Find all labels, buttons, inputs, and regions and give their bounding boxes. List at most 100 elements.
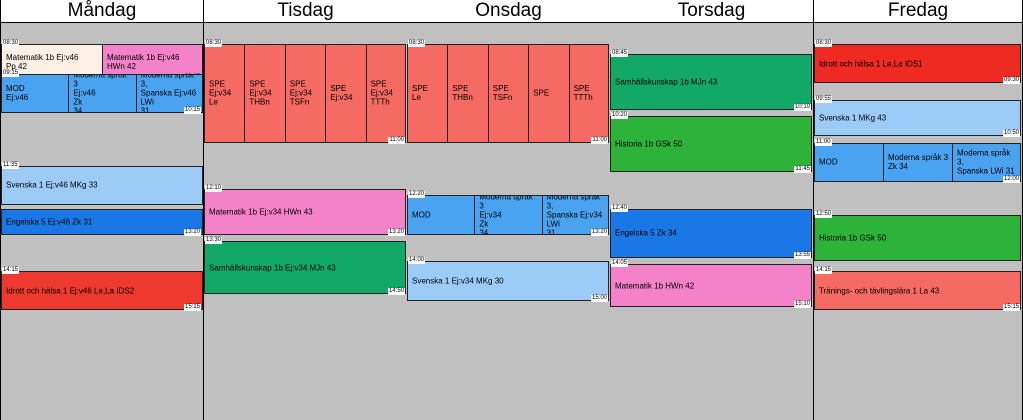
- lesson-text: MOD: [412, 210, 431, 220]
- lesson-text: Engelska 5 Zk 34: [615, 228, 677, 238]
- lesson-block[interactable]: MOD: [407, 195, 476, 235]
- end-time-label: 10:10: [793, 103, 811, 111]
- start-time-label: 08:30: [2, 40, 20, 47]
- end-time-label: 14:50: [387, 288, 405, 296]
- lesson-block[interactable]: Matematik 1b HWn 42: [610, 264, 812, 308]
- start-time-label: 14:05: [611, 260, 629, 268]
- start-time-label: 12:50: [815, 211, 833, 219]
- lesson-text: Moderna språk 3, Spanska Ej:v34 LWi 31: [546, 195, 603, 235]
- start-time-label: 08:45: [611, 49, 629, 57]
- lesson-text: Engelska 5 Ej:v46 Zk 31: [6, 217, 93, 227]
- end-time-label: 11:45: [794, 166, 811, 174]
- lesson-block[interactable]: SPE Ej:v34 TTTh: [365, 44, 406, 143]
- lesson-text: SPE TSFn: [492, 84, 513, 103]
- lesson-block[interactable]: SPE Ej:v34 Le: [204, 44, 246, 143]
- lesson-text: Samhällskunskap 1b MJn 43: [615, 77, 718, 87]
- lesson-block[interactable]: Svenska 1 MKg 43: [814, 99, 1021, 137]
- start-time-label: 08:30: [815, 40, 833, 47]
- day-column-torsdag: Torsdag Samhällskunskap 1b MJn 43 08:45 10:…: [610, 0, 814, 420]
- end-time-label: 09:30: [1002, 77, 1020, 85]
- end-time-label: 10:15: [183, 107, 201, 115]
- lesson-block[interactable]: Historia 1b GSk 50: [610, 116, 812, 173]
- end-time-label: 15:00: [590, 294, 608, 302]
- lesson-block[interactable]: SPE Ej:v34: [325, 44, 367, 143]
- lesson-block[interactable]: Moderna språk 3, Spanska LWi 31: [952, 142, 1021, 183]
- end-time-label: 12:00: [1002, 176, 1020, 184]
- lesson-block[interactable]: Moderna språk 3 Ej:v46 Zk 34: [68, 73, 137, 114]
- end-time-label: 13:55: [793, 251, 811, 259]
- lesson-text: Historia 1b GSk 50: [615, 139, 683, 149]
- lesson-block[interactable]: Engelska 5 Ej:v46 Zk 31: [1, 208, 203, 235]
- lesson-text: Svenska 1 Ej:v46 MKg 33: [6, 180, 98, 190]
- lesson-text: Matematik 1b Ej:v46 Pp 42: [6, 53, 79, 72]
- lesson-block[interactable]: Moderna språk 3, Spanska Ej:v34 LWi 31: [541, 195, 609, 235]
- lesson-block[interactable]: SPE THBn: [447, 44, 489, 143]
- lesson-block[interactable]: Tränings- och tävlingslära 1 La 43: [814, 271, 1021, 311]
- lesson-text: SPE THBn: [452, 84, 473, 103]
- lesson-block[interactable]: Moderna språk 3 Ej:v34 Zk 34: [474, 195, 543, 235]
- lesson-block[interactable]: Idrott och hälsa 1 Ej:v46 Le,La IDS2: [1, 271, 203, 311]
- lesson-text: Idrott och hälsa 1 Le,La IDS1: [819, 59, 923, 69]
- lesson-block[interactable]: SPE Ej:v34 THBn: [244, 44, 286, 143]
- end-time-label: 13:20: [183, 228, 201, 236]
- lesson-block[interactable]: Moderna språk 3, Spanska Ej:v46 LWi 31: [135, 73, 203, 114]
- day-header: Måndag: [1, 0, 203, 23]
- lesson-block[interactable]: Samhällskunskap 1b Ej:v34 MJn 43: [204, 241, 406, 295]
- lesson-block[interactable]: SPE: [528, 44, 570, 143]
- day-header: Onsdag: [407, 0, 610, 23]
- lesson-text: SPE Ej:v34 THBn: [249, 79, 272, 107]
- start-time-label: 12:40: [611, 204, 629, 212]
- end-time-label: 11:00: [388, 136, 405, 144]
- day-column-tisdag: Tisdag SPE Ej:v34 Le 08:30 SPE Ej:v34 THBn S…: [204, 0, 408, 420]
- start-time-label: 08:30: [205, 40, 223, 47]
- lesson-text: SPE Ej:v34 TTTh: [370, 79, 393, 107]
- day-header: Fredag: [814, 0, 1022, 23]
- start-time-label: 09:55: [815, 95, 833, 103]
- lesson-text: Tränings- och tävlingslära 1 La 43: [819, 286, 940, 296]
- start-time-label: 11:35: [2, 161, 19, 169]
- start-time-label: 11:00: [815, 138, 832, 146]
- lesson-text: Matematik 1b Ej:v34 HWn 43: [209, 207, 313, 217]
- start-time-label: 08:30: [408, 40, 426, 47]
- lesson-block[interactable]: SPE TTTh: [568, 44, 609, 143]
- day-column-måndag: Måndag Matematik 1b Ej:v46 Pp 42 08:30 Mate…: [0, 0, 204, 420]
- end-time-label: 13:20: [387, 228, 405, 236]
- lesson-text: Idrott och hälsa 1 Ej:v46 Le,La IDS2: [6, 286, 135, 296]
- end-time-label: 15:15: [183, 304, 201, 312]
- lesson-text: Moderna språk 3 Zk 34: [888, 153, 949, 172]
- lesson-block[interactable]: Samhällskunskap 1b MJn 43: [610, 53, 812, 110]
- lesson-text: SPE Ej:v34 TSFn: [289, 79, 313, 107]
- lesson-block[interactable]: MOD: [814, 142, 884, 183]
- lesson-text: Matematik 1b Ej:v46 HWn 42: [107, 53, 180, 72]
- start-time-label: 10:20: [611, 112, 629, 120]
- lesson-text: Samhällskunskap 1b Ej:v34 MJn 43: [209, 263, 336, 273]
- lesson-text: Svenska 1 Ej:v34 MKg 30: [412, 276, 504, 286]
- lesson-block[interactable]: SPE Le: [407, 44, 449, 143]
- lesson-text: SPE TTTh: [573, 84, 593, 103]
- lesson-block[interactable]: Matematik 1b Ej:v34 HWn 43: [204, 188, 406, 235]
- lesson-block[interactable]: Engelska 5 Zk 34: [610, 208, 812, 258]
- lesson-text: MOD Ej:v46: [6, 84, 29, 103]
- lesson-text: Moderna språk 3, Spanska Ej:v46 LWi 31: [140, 73, 197, 114]
- start-time-label: 14:15: [2, 267, 20, 274]
- start-time-label: 12:10: [205, 184, 223, 192]
- day-header: Tisdag: [204, 0, 407, 23]
- lesson-block[interactable]: Svenska 1 Ej:v34 MKg 30: [407, 261, 609, 301]
- lesson-block[interactable]: Idrott och hälsa 1 Le,La IDS1: [814, 44, 1021, 84]
- end-time-label: 13:20: [590, 228, 608, 236]
- lesson-block[interactable]: SPE Ej:v34 TSFn: [284, 44, 327, 143]
- lesson-block[interactable]: SPE TSFn: [487, 44, 530, 143]
- day-header: Torsdag: [610, 0, 813, 23]
- lesson-text: Historia 1b GSk 50: [819, 233, 887, 243]
- lesson-block[interactable]: MOD Ej:v46: [1, 73, 70, 114]
- lesson-block[interactable]: Historia 1b GSk 50: [814, 215, 1021, 262]
- lesson-block[interactable]: Moderna språk 3 Zk 34: [883, 142, 953, 183]
- lesson-block[interactable]: Svenska 1 Ej:v46 MKg 33: [1, 165, 203, 206]
- lesson-text: MOD: [819, 157, 838, 167]
- day-column-fredag: Fredag Idrott och hälsa 1 Le,La IDS1 08:30…: [814, 0, 1023, 420]
- lesson-text: SPE Le: [412, 84, 429, 103]
- start-time-label: 09:15: [2, 69, 20, 77]
- lesson-text: Moderna språk 3 Ej:v34 Zk 34: [479, 195, 533, 235]
- start-time-label: 12:20: [408, 191, 426, 199]
